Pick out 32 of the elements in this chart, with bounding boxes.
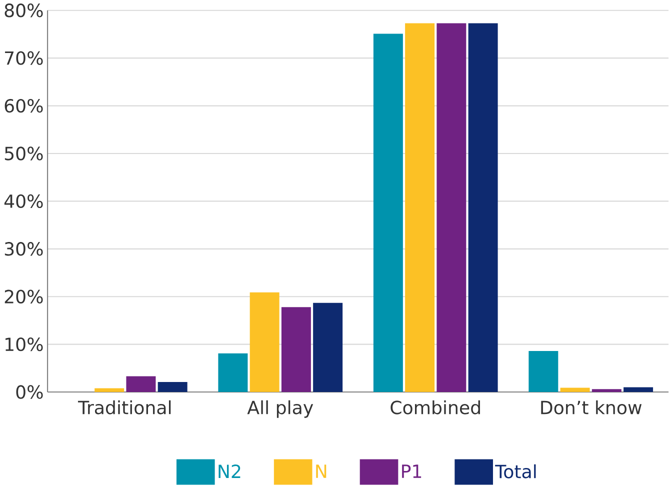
bar — [250, 292, 280, 392]
y-tick-label: 80% — [4, 4, 43, 18]
x-tick-label: Combined — [390, 400, 480, 414]
y-tick-label: 20% — [4, 290, 43, 304]
bar — [94, 388, 124, 392]
legend-label: N2 — [218, 464, 240, 478]
y-tick-label: 60% — [4, 98, 43, 113]
bar — [436, 23, 466, 392]
legend-label: N — [316, 464, 326, 478]
bar — [624, 387, 654, 392]
x-tick-label: All play — [247, 400, 314, 418]
y-tick-label: 70% — [5, 51, 43, 65]
y-tick-label: 30% — [4, 242, 43, 256]
bar — [313, 302, 343, 392]
bar — [592, 389, 622, 392]
bar — [468, 23, 498, 392]
y-tick-label: 0% — [16, 385, 43, 399]
x-tick-label: Don’t know — [541, 400, 642, 414]
y-tick-label: 10% — [6, 338, 43, 352]
bar — [158, 382, 188, 392]
bar — [126, 376, 156, 392]
bar — [405, 23, 435, 392]
legend-label: Total — [495, 464, 536, 478]
bar — [373, 34, 403, 392]
bar — [218, 353, 248, 392]
x-tick-label: Traditional — [78, 400, 171, 414]
bar — [528, 351, 558, 392]
y-tick-label: 50% — [4, 146, 43, 160]
y-tick-label: 40% — [4, 194, 43, 208]
bar — [560, 388, 590, 392]
legend-label: P1 — [402, 464, 422, 478]
bar — [281, 307, 311, 392]
